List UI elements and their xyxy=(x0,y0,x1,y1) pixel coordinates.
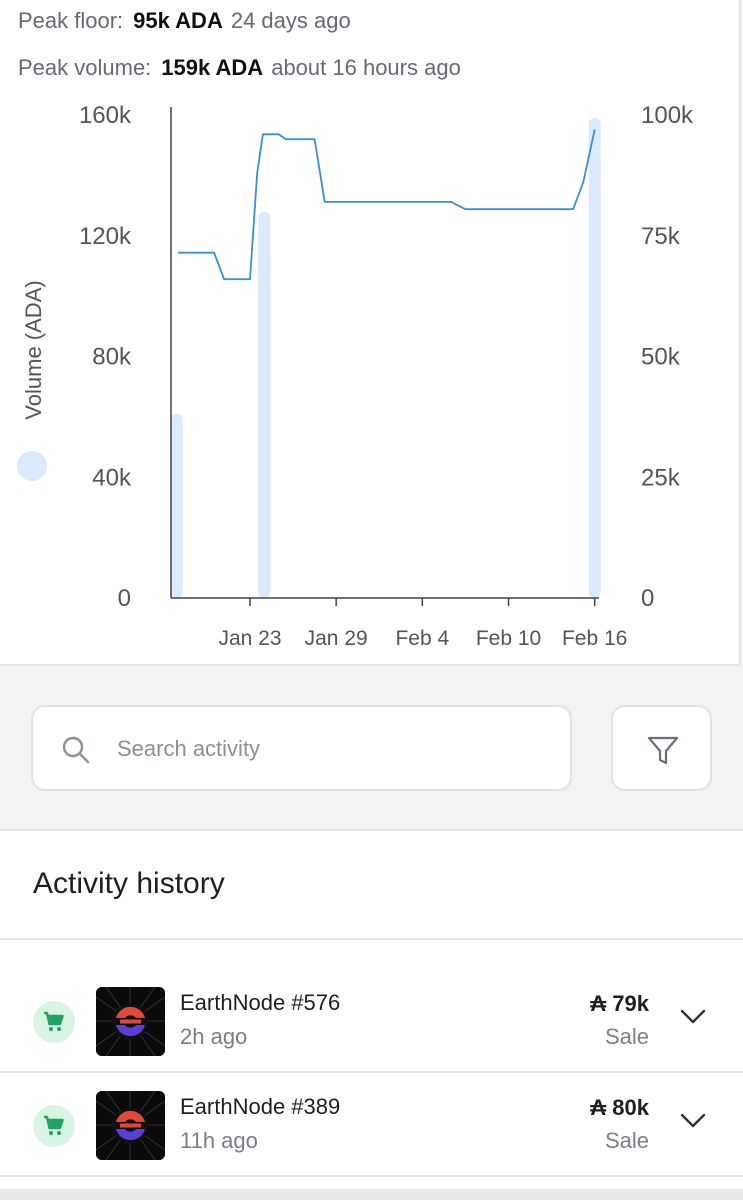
earthnode-logo-icon xyxy=(96,1091,165,1160)
search-icon xyxy=(62,736,90,764)
left-axis-tick-label: 0 xyxy=(118,585,131,612)
left-axis-tick-label: 80k xyxy=(92,344,132,371)
peak-volume-value: 159k ADA xyxy=(161,55,264,80)
activity-row[interactable]: EarthNode #389 11h ago ₳ 80k Sale xyxy=(0,1073,743,1175)
peak-floor-time: 24 days ago xyxy=(230,8,351,33)
peak-floor-row: Peak floor: 95k ADA 24 days ago xyxy=(18,8,351,34)
left-axis-tick-label: 160k xyxy=(79,102,132,129)
item-type: Sale xyxy=(604,1024,649,1049)
item-name[interactable]: EarthNode #576 xyxy=(180,990,341,1015)
earthnode-logo-icon xyxy=(96,987,165,1056)
chevron-down-icon[interactable] xyxy=(680,1113,706,1129)
volume-floor-chart: 160k 120k 80k 40k 0 100k 75k 50k 25k 0 Jan 23 Jan… xyxy=(17,102,694,650)
filter-button[interactable] xyxy=(611,705,712,791)
right-axis-tick-label: 75k xyxy=(641,223,681,250)
activity-history-card: Activity history EarthNode #576 2h ago ₳… xyxy=(0,829,743,1189)
volume-bar xyxy=(258,211,271,598)
volume-bar xyxy=(588,118,601,599)
volume-bar xyxy=(170,413,183,598)
search-input[interactable] xyxy=(117,727,547,771)
peak-volume-time: about 16 hours ago xyxy=(271,55,461,80)
y-axis-label: Volume (ADA) xyxy=(21,280,46,419)
volume-legend-dot xyxy=(17,451,47,481)
right-axis-tick-label: 0 xyxy=(641,585,654,612)
right-axis-tick-label: 100k xyxy=(641,102,694,129)
item-name[interactable]: EarthNode #389 xyxy=(180,1094,341,1119)
x-axis-tick-label: Jan 29 xyxy=(305,627,368,650)
peak-volume-row: Peak volume: 159k ADA about 16 hours ago xyxy=(18,55,461,81)
item-time: 11h ago xyxy=(180,1128,258,1153)
peak-floor-value: 95k ADA xyxy=(133,8,223,33)
item-type: Sale xyxy=(604,1128,649,1153)
right-axis-tick-label: 50k xyxy=(641,344,681,371)
peak-volume-label: Peak volume: xyxy=(18,55,152,80)
x-axis-tick-label: Feb 10 xyxy=(476,627,541,650)
stats-card: Peak floor: 95k ADA 24 days ago Peak volum… xyxy=(0,0,741,666)
bottom-edge xyxy=(0,1189,743,1200)
right-axis-tick-label: 25k xyxy=(641,464,681,491)
filter-icon xyxy=(647,736,679,765)
search-box[interactable] xyxy=(31,705,572,791)
divider xyxy=(0,1175,743,1177)
left-axis-tick-label: 120k xyxy=(79,223,132,250)
cart-icon xyxy=(33,1001,75,1043)
chevron-down-icon[interactable] xyxy=(680,1009,706,1025)
x-axis-tick-label: Feb 16 xyxy=(562,627,627,650)
activity-row[interactable]: EarthNode #576 2h ago ₳ 79k Sale xyxy=(0,969,743,1071)
x-axis-tick-label: Feb 4 xyxy=(395,627,449,650)
cart-icon xyxy=(33,1105,75,1147)
item-time: 2h ago xyxy=(180,1024,248,1049)
divider xyxy=(0,1071,743,1073)
x-axis-tick-label: Jan 23 xyxy=(218,627,281,650)
divider xyxy=(0,938,743,940)
left-axis-tick-label: 40k xyxy=(92,464,132,491)
item-price: ₳ 80k xyxy=(590,1095,649,1120)
peak-floor-label: Peak floor: xyxy=(18,8,124,33)
floor-line xyxy=(178,129,596,281)
item-price: ₳ 79k xyxy=(590,991,649,1016)
activity-title: Activity history xyxy=(33,867,225,900)
